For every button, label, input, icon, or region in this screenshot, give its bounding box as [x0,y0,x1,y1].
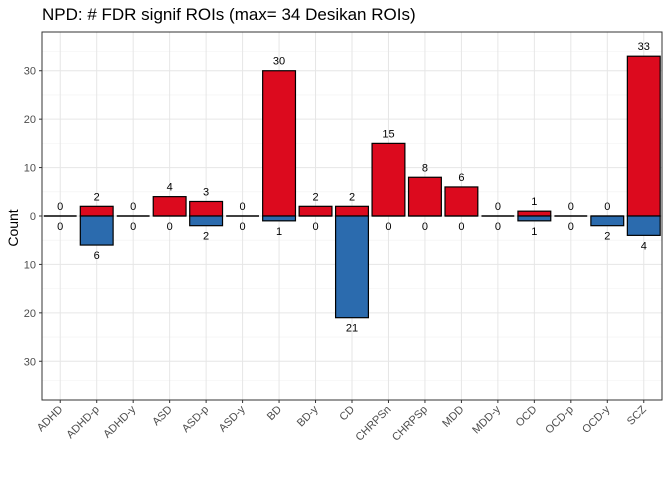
data-label-up: 0 [57,201,63,213]
data-label-up: 0 [495,201,501,213]
bar-down [79,215,114,246]
bar-up [298,205,333,217]
data-label-up: 8 [422,162,428,174]
data-label-up: 15 [382,128,394,140]
x-tick-label: OCD [514,404,540,430]
x-tick-label: ADHD-y [101,403,138,440]
data-label-up: 6 [458,172,464,184]
x-tick-label: MDD [440,404,466,430]
bar-down [189,215,224,227]
data-label-up: 0 [604,201,610,213]
x-tick-label: ASD [150,404,175,429]
bar-up [371,142,406,217]
data-label-down: 0 [167,221,173,233]
y-axis-label: Count [5,209,21,246]
data-label-down: 21 [346,323,358,335]
bar-up [444,186,479,217]
data-label-down: 0 [240,221,246,233]
bar-up [407,176,442,217]
x-tick-label: BD [265,404,284,423]
data-label-down: 0 [130,221,136,233]
data-label-down: 0 [312,221,318,233]
bar-down [334,215,370,319]
bar-up [262,70,297,217]
data-label-up: 33 [638,41,650,53]
y-tick-label: 20 [24,308,36,320]
chart-title: NPD: # FDR signif ROIs (max= 34 Desikan … [42,5,416,24]
x-tick-label: CHRPSn [354,404,394,444]
y-tick-label: 10 [24,259,36,271]
x-tick-label: OCD-p [543,404,576,437]
data-label-up: 2 [312,191,318,203]
bar-down [590,215,625,227]
x-tick-label: SCZ [625,403,649,427]
y-tick-label: 10 [24,163,36,175]
data-label-down: 0 [458,221,464,233]
data-label-up: 0 [240,201,246,213]
data-label-down: 1 [531,226,537,238]
bar-up [626,55,661,217]
data-label-up: 3 [203,186,209,198]
data-label-down: 6 [94,250,100,262]
bar-down [626,215,661,236]
plot-area: 302010010203000ADHD26ADHD-p00ADHD-y40ASD… [24,31,663,444]
data-label-down: 1 [276,226,282,238]
y-tick-label: 30 [24,66,36,78]
x-tick-label: ASD-y [217,403,248,434]
data-label-up: 0 [130,201,136,213]
data-label-down: 0 [57,221,63,233]
data-label-down: 0 [385,221,391,233]
data-label-up: 2 [94,191,100,203]
data-label-down: 0 [422,221,428,233]
x-tick-label: OCD-y [580,403,613,436]
x-tick-label: MDD-y [470,403,503,436]
y-tick-label: 30 [24,356,36,368]
x-tick-label: CD [337,404,357,424]
x-tick-label: ADHD [35,404,66,435]
bar-down [262,215,297,222]
data-label-down: 2 [203,231,209,243]
data-label-up: 30 [273,56,285,68]
bar-up [517,210,552,217]
data-label-up: 2 [349,191,355,203]
y-tick-label: 0 [30,211,36,223]
bar-up [334,205,370,217]
bar-up [189,200,224,217]
x-tick-label: ASD-p [180,404,211,435]
data-label-up: 0 [568,201,574,213]
bar-up [79,205,114,217]
data-label-down: 0 [568,221,574,233]
bar-up [152,196,187,217]
data-label-down: 0 [495,221,501,233]
data-label-up: 1 [531,196,537,208]
x-tick-label: ADHD-p [64,404,101,441]
bar-down [517,215,552,222]
x-tick-label: CHRPSp [390,404,430,444]
data-label-down: 4 [641,240,647,252]
plot-border [41,31,663,401]
x-tick-label: BD-y [295,403,321,429]
y-tick-label: 20 [24,114,36,126]
data-label-up: 4 [167,182,173,194]
data-label-down: 2 [604,231,610,243]
